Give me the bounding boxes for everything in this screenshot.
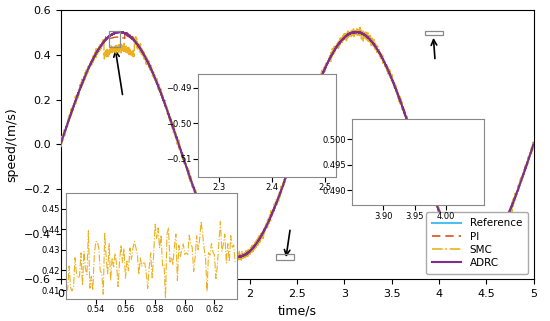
- Y-axis label: speed/(m/s): speed/(m/s): [5, 107, 18, 182]
- Line: Reference: Reference: [60, 32, 534, 257]
- ADRC: [352, 30, 359, 33]
- Line: ADRC: ADRC: [60, 31, 534, 257]
- Line: PI: PI: [60, 30, 534, 259]
- SMC: [356, 25, 363, 29]
- ADRC: [341, 36, 348, 40]
- Line: SMC: SMC: [60, 27, 534, 261]
- Bar: [109, 31, 120, 47]
- ADRC: [234, 255, 240, 259]
- SMC: [341, 33, 348, 37]
- Reference: [238, 255, 245, 258]
- SMC: [57, 143, 64, 147]
- PI: [341, 36, 348, 39]
- SMC: [238, 258, 245, 262]
- ADRC: [143, 57, 150, 61]
- Reference: [471, 255, 477, 259]
- PI: [238, 253, 245, 257]
- Reference: [341, 36, 348, 39]
- PI: [143, 57, 150, 61]
- SMC: [143, 55, 150, 58]
- PI: [353, 29, 359, 32]
- ADRC: [57, 143, 64, 146]
- X-axis label: time/s: time/s: [278, 305, 316, 317]
- SMC: [410, 138, 417, 142]
- PI: [365, 35, 371, 39]
- SMC: [365, 39, 371, 43]
- Legend: Reference, PI, SMC, ADRC: Reference, PI, SMC, ADRC: [426, 212, 529, 274]
- Bar: [425, 31, 443, 36]
- Reference: [117, 30, 123, 34]
- SMC: [446, 230, 453, 234]
- ADRC: [238, 255, 245, 258]
- PI: [410, 138, 417, 142]
- PI: [57, 142, 64, 146]
- ADRC: [446, 231, 453, 235]
- PI: [446, 232, 453, 236]
- Reference: [57, 143, 64, 146]
- Bar: [276, 254, 294, 260]
- Reference: [143, 58, 150, 62]
- ADRC: [410, 137, 417, 141]
- Reference: [365, 36, 371, 40]
- ADRC: [530, 143, 537, 146]
- ADRC: [365, 36, 372, 40]
- SMC: [469, 259, 476, 263]
- SMC: [530, 141, 537, 145]
- PI: [530, 143, 537, 147]
- PI: [471, 257, 478, 261]
- Reference: [530, 143, 537, 146]
- Reference: [446, 231, 453, 235]
- Reference: [410, 137, 417, 141]
